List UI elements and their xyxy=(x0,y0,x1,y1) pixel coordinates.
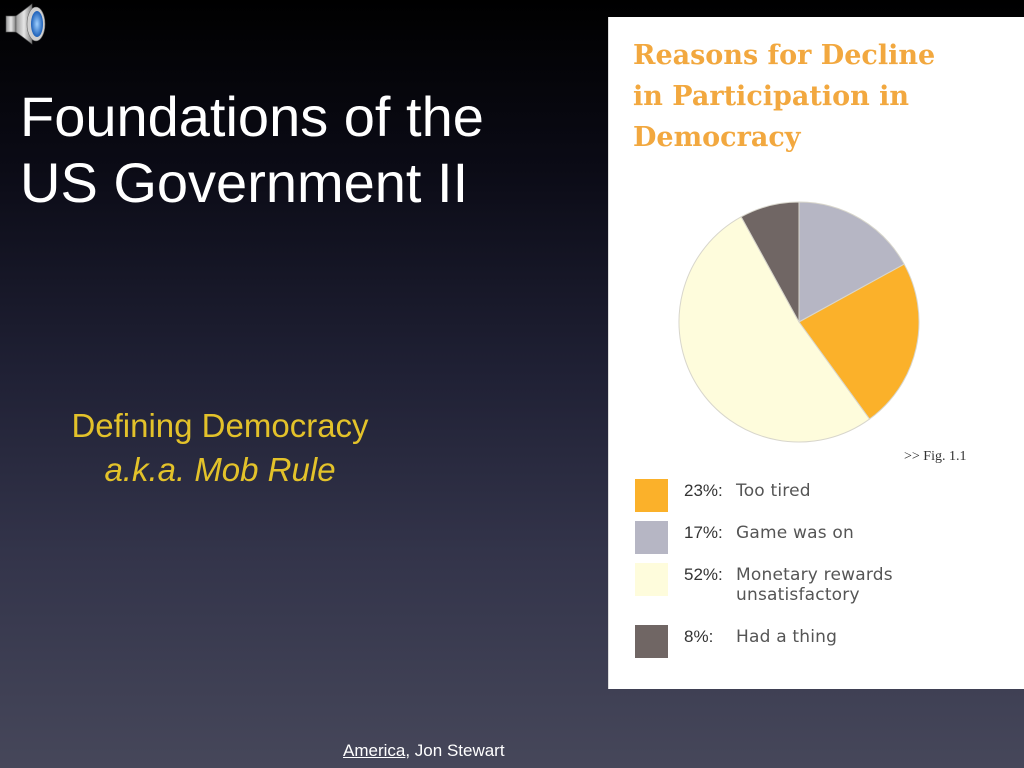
chart-panel: Reasons for Decline in Participation in … xyxy=(609,17,1024,689)
legend-percent: 52%: xyxy=(684,565,723,584)
slide-title-line2: US Government II xyxy=(20,151,469,214)
chart-title-line1: Reasons for Decline xyxy=(633,40,936,71)
pie-slice-game-was-on xyxy=(798,201,905,323)
legend-description: Game was on xyxy=(736,523,854,543)
slide-title: Foundations of the US Government II xyxy=(20,84,600,216)
legend-swatch xyxy=(635,625,668,658)
speaker-icon[interactable] xyxy=(2,0,50,48)
legend-percent: 17%: xyxy=(684,523,723,542)
pie-chart xyxy=(678,201,920,443)
legend-percent: 8%: xyxy=(684,627,714,646)
legend-swatch xyxy=(635,479,668,512)
legend-description: Too tired xyxy=(736,481,811,501)
legend-description-line2: unsatisfactory xyxy=(736,585,860,605)
chart-title-line3: Democracy xyxy=(633,122,801,153)
legend-item-too-tired: 23%: Too tired xyxy=(635,479,1015,519)
chart-title: Reasons for Decline in Participation in … xyxy=(633,35,1013,158)
legend-item-monetary-rewards: 52%: Monetary rewards unsatisfactory xyxy=(635,563,1015,623)
legend-description-line1: Monetary rewards xyxy=(736,565,893,585)
legend-swatch xyxy=(635,521,668,554)
pie-slice-too-tired xyxy=(798,263,920,420)
citation-link[interactable]: America xyxy=(343,741,406,760)
chart-title-line2: in Participation in xyxy=(633,81,910,112)
legend-percent: 23%: xyxy=(684,481,723,500)
legend-item-game-was-on: 17%: Game was on xyxy=(635,521,1015,561)
pie-slice-monetary-rewards xyxy=(678,216,871,443)
citation: America, Jon Stewart xyxy=(343,741,505,761)
legend-swatch xyxy=(635,563,668,596)
pie-slice-had-a-thing xyxy=(740,201,800,323)
slide-title-line1: Foundations of the xyxy=(20,85,484,148)
subtitle-line2: a.k.a. Mob Rule xyxy=(104,451,336,488)
subtitle-line1: Defining Democracy xyxy=(71,407,369,444)
legend-description: Monetary rewards unsatisfactory xyxy=(736,565,893,605)
citation-author: , Jon Stewart xyxy=(405,741,505,760)
figure-label: >> Fig. 1.1 xyxy=(904,449,967,464)
slide-subtitle: Defining Democracy a.k.a. Mob Rule xyxy=(20,404,420,492)
legend-item-had-a-thing: 8%: Had a thing xyxy=(635,625,1015,665)
legend-description: Had a thing xyxy=(736,627,838,647)
